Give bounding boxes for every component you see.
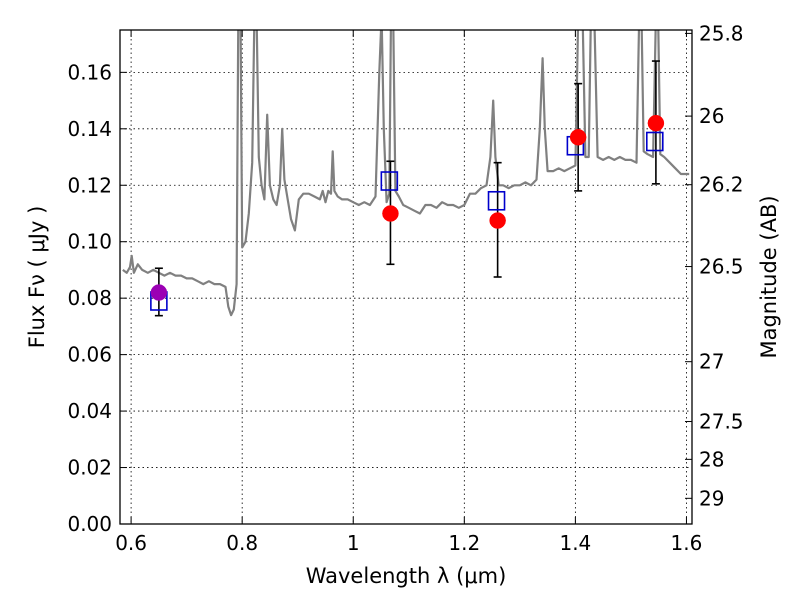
y-tick-label: 0.04 <box>67 399 112 423</box>
y-tick-label: 0.10 <box>67 230 112 254</box>
observed-flux-point <box>569 129 587 146</box>
observed-flux-point <box>647 114 665 132</box>
model-photometry-square <box>380 171 399 191</box>
y-axis-label: Flux Fν ( μJy ) <box>25 206 49 349</box>
y-tick-label: 0.02 <box>67 456 112 480</box>
y-tick-label: 0.14 <box>67 117 112 141</box>
plot-markers <box>150 60 665 317</box>
y2-tick-label: 27 <box>699 350 724 374</box>
x-tick-label: 1 <box>347 531 360 555</box>
observed-flux-point <box>382 205 399 222</box>
y-tick-label: 0.16 <box>67 60 112 84</box>
model-spectrum-line <box>122 30 690 317</box>
grid-lines <box>120 30 692 524</box>
y-tick-label: 0.00 <box>67 512 112 536</box>
plot-frame <box>119 29 693 525</box>
x-tick-label: 0.8 <box>226 531 258 555</box>
plot-series <box>122 30 690 317</box>
y2-tick-label: 26 <box>699 104 724 128</box>
axis-ticks: 0.6 0.8 1 1.2 1.4 1.6 0.00 0.02 0.04 0.06 0.08 0.10… <box>67 21 743 555</box>
x-tick-label: 1.6 <box>671 531 703 555</box>
observed-flux-point <box>489 212 506 229</box>
x-axis-label: Wavelength λ (μm) <box>306 564 507 588</box>
y2-tick-label: 27.5 <box>699 410 744 434</box>
x-tick-label: 0.6 <box>115 531 147 555</box>
y-tick-label: 0.08 <box>67 286 112 310</box>
y2-axis-label: Magnitude (AB) <box>757 195 781 358</box>
model-photometry-square <box>645 131 664 152</box>
model-photometry-square <box>487 190 506 211</box>
y-tick-label: 0.12 <box>67 173 112 197</box>
y2-tick-label: 26.5 <box>699 255 744 279</box>
y2-tick-label: 28 <box>699 447 724 471</box>
y2-tick-label: 26.2 <box>699 173 744 197</box>
x-tick-label: 1.2 <box>448 531 480 555</box>
y2-tick-label: 25.8 <box>699 21 744 45</box>
x-tick-label: 1.4 <box>559 531 591 555</box>
observed-flux-point <box>150 284 168 301</box>
plot-background <box>120 30 692 524</box>
y2-tick-label: 29 <box>699 486 724 510</box>
y-tick-label: 0.06 <box>67 343 112 367</box>
